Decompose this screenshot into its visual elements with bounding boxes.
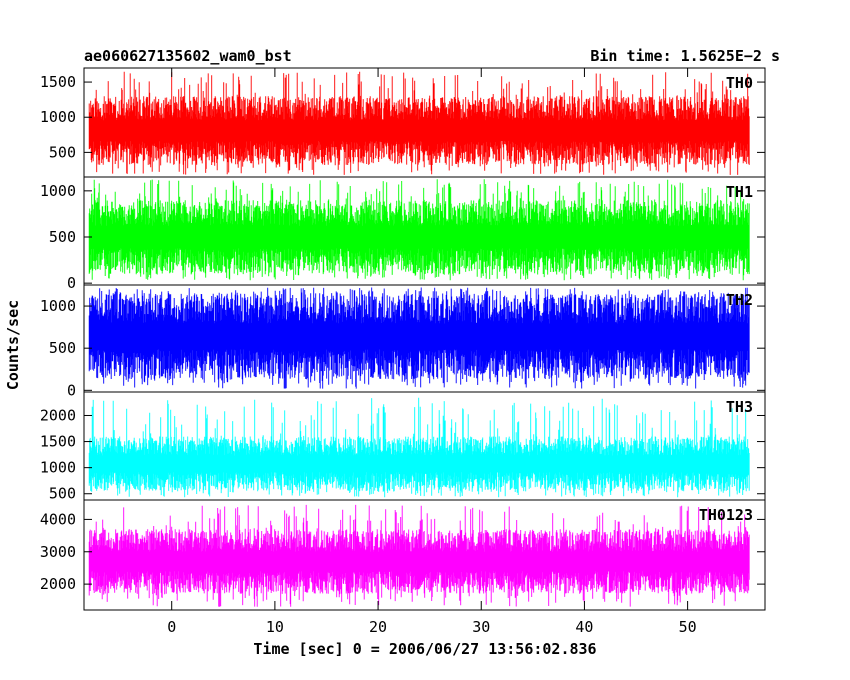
y-tick-label: 1000 <box>40 459 76 477</box>
panel-label-th0: TH0 <box>726 74 753 92</box>
x-tick-label: 0 <box>167 618 176 636</box>
series-th2 <box>88 287 750 389</box>
bin-time-label: Bin time: 1.5625E−2 s <box>590 47 780 65</box>
y-tick-label: 500 <box>49 143 76 161</box>
series-th0 <box>88 71 750 175</box>
y-tick-label: 0 <box>67 381 76 399</box>
y-tick-label: 0 <box>67 274 76 292</box>
y-tick-label: 1500 <box>40 433 76 451</box>
x-axis-label: Time [sec] 0 = 2006/06/27 13:56:02.836 <box>253 640 596 658</box>
panel-label-th2: TH2 <box>726 291 753 309</box>
panel-label-th0123: TH0123 <box>699 506 753 524</box>
series-th1 <box>88 179 750 281</box>
y-tick-label: 500 <box>49 228 76 246</box>
panel-label-th3: TH3 <box>726 398 753 416</box>
panel-label-th1: TH1 <box>726 183 753 201</box>
y-tick-label: 1500 <box>40 73 76 91</box>
panel-th3: 500 1000 1500 2000 TH3 <box>40 391 766 503</box>
x-axis: 0 10 20 30 40 50 <box>167 68 697 636</box>
panel-th1: 0 500 1000 TH1 <box>40 176 766 292</box>
y-axis-label: Counts/sec <box>4 300 22 390</box>
x-tick-label: 20 <box>369 618 387 636</box>
y-tick-label: 500 <box>49 485 76 503</box>
series-th0123 <box>88 504 750 607</box>
x-tick-label: 10 <box>266 618 284 636</box>
y-tick-label: 1000 <box>40 297 76 315</box>
y-tick-label: 2000 <box>40 406 76 424</box>
y-tick-label: 4000 <box>40 510 76 528</box>
y-tick-label: 3000 <box>40 543 76 561</box>
panel-th0123: 2000 3000 4000 TH0123 <box>40 499 766 611</box>
panels-group: 500 1000 1500 TH0 0 500 1000 TH1 0 500 1000 TH2 500 1… <box>40 67 766 611</box>
panel-frame <box>83 499 766 611</box>
panel-th0: 500 1000 1500 TH0 <box>40 67 766 178</box>
x-tick-label: 40 <box>575 618 593 636</box>
series-th3 <box>88 397 750 498</box>
y-tick-label: 2000 <box>40 575 76 593</box>
y-tick-label: 1000 <box>40 108 76 126</box>
x-tick-label: 30 <box>472 618 490 636</box>
x-tick-label: 50 <box>679 618 697 636</box>
panel-th2: 0 500 1000 TH2 <box>40 284 766 399</box>
chart-title: ae060627135602_wam0_bst <box>84 47 292 65</box>
y-tick-label: 500 <box>49 339 76 357</box>
y-tick-label: 1000 <box>40 182 76 200</box>
